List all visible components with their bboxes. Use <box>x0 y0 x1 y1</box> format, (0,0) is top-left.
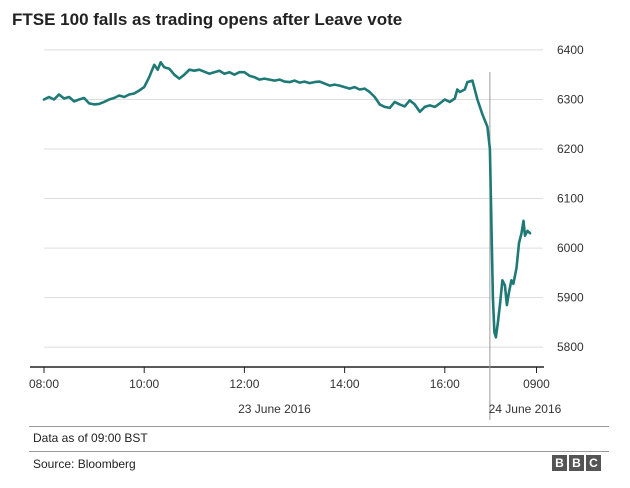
source-note: Source: Bloomberg <box>33 457 136 471</box>
y-tick-label: 6300 <box>557 92 584 106</box>
grid-lines <box>44 49 543 348</box>
bbc-logo-block: B <box>552 455 567 471</box>
ftse-line-chart: 5800 5900 6000 6100 6200 6300 6400 08:00 10:00 12… <box>29 43 584 420</box>
axis-labels: 5800 5900 6000 6100 6200 6300 6400 08:00 10:00 12… <box>29 43 584 416</box>
date-label: 23 June 2016 <box>238 402 311 416</box>
y-tick-label: 5800 <box>557 340 584 354</box>
y-tick-label: 6200 <box>557 142 584 156</box>
x-tick-label: 08:00 <box>29 377 59 391</box>
bbc-logo: B B C <box>552 455 601 471</box>
y-tick-label: 6000 <box>557 241 584 255</box>
y-tick-label: 5900 <box>557 291 584 305</box>
date-label: 24 June 2016 <box>489 402 562 416</box>
bbc-logo-block: B <box>569 455 584 471</box>
data-note: Data as of 09:00 BST <box>33 431 148 445</box>
x-tick-label: 16:00 <box>430 377 460 391</box>
x-tick-label: 14:00 <box>330 377 360 391</box>
axis-ticks <box>30 72 544 420</box>
x-tick-label: 12:00 <box>229 377 259 391</box>
y-tick-label: 6400 <box>557 43 584 57</box>
footer-divider-bottom <box>29 451 609 452</box>
y-tick-label: 6100 <box>557 192 584 206</box>
bbc-logo-block: C <box>586 455 601 471</box>
footer-divider-top <box>29 426 609 427</box>
series-line-layer <box>42 60 532 339</box>
x-tick-label: 0900 <box>523 377 550 391</box>
chart-title: FTSE 100 falls as trading opens after Le… <box>12 10 403 29</box>
x-tick-label: 10:00 <box>129 377 159 391</box>
ftse-series-line <box>42 60 532 339</box>
